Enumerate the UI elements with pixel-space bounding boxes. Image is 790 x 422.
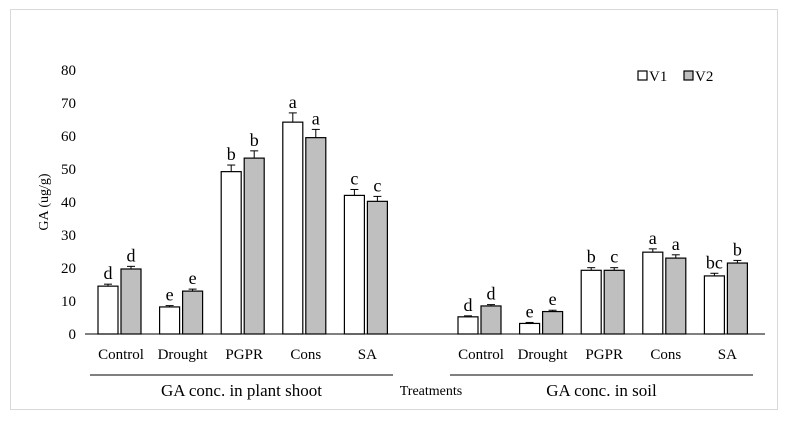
chart-frame (10, 9, 778, 410)
legend-swatch (683, 70, 694, 81)
significance-letter: b (227, 144, 236, 164)
bar (457, 316, 479, 335)
significance-letter: d (104, 263, 113, 283)
significance-letter: d (464, 295, 473, 315)
significance-letter: c (610, 247, 618, 267)
significance-letter: d (127, 245, 136, 265)
significance-letter: e (549, 289, 557, 309)
bar (282, 121, 304, 335)
legend-swatch (637, 70, 648, 81)
x-tick-label: Drought (158, 347, 209, 363)
significance-letter: a (649, 228, 657, 248)
y-tick-label: 30 (61, 228, 76, 244)
significance-letter: b (250, 130, 259, 150)
bar (703, 275, 726, 335)
bar (243, 157, 265, 335)
significance-letter: a (312, 108, 320, 128)
y-tick-label: 10 (61, 294, 76, 310)
bar (182, 290, 204, 335)
legend-label: V1 (649, 69, 667, 85)
y-axis-title: GA (ug/g) (37, 173, 52, 231)
bar (580, 269, 602, 335)
bar (642, 251, 664, 335)
x-tick-label: Drought (518, 347, 569, 363)
significance-letter: b (587, 247, 596, 267)
bar (541, 310, 564, 335)
x-tick-label: Control (98, 347, 144, 363)
bar (343, 194, 365, 335)
group-label: GA conc. in soil (546, 381, 657, 400)
group-label: GA conc. in plant shoot (161, 381, 322, 400)
bar (518, 322, 541, 335)
bar (97, 285, 119, 335)
bar (305, 137, 327, 335)
x-tick-label: Control (458, 347, 504, 363)
y-tick-label: 0 (69, 327, 77, 343)
y-tick-label: 20 (61, 261, 76, 277)
significance-letter: a (672, 234, 680, 254)
bar (366, 200, 388, 335)
significance-letter: b (733, 239, 742, 259)
significance-letter: e (526, 301, 534, 321)
x-tick-label: SA (358, 347, 377, 363)
significance-letter: c (350, 168, 358, 188)
significance-letter: bc (706, 252, 723, 272)
y-tick-label: 40 (61, 195, 76, 211)
bar (726, 262, 749, 335)
x-tick-label: Cons (650, 347, 681, 363)
y-tick-label: 50 (61, 162, 76, 178)
bar (120, 268, 142, 335)
y-tick-label: 60 (61, 129, 76, 145)
significance-letter: e (166, 285, 174, 305)
significance-letter: d (487, 284, 496, 304)
y-tick-label: 80 (61, 63, 76, 79)
significance-letter: e (189, 268, 197, 288)
significance-letter: c (373, 175, 381, 195)
bar (603, 269, 625, 335)
x-tick-label: SA (718, 347, 737, 363)
bar (665, 257, 687, 335)
bar (480, 305, 502, 335)
x-tick-label: PGPR (225, 347, 263, 363)
significance-letter: a (289, 92, 297, 112)
x-tick-label: Cons (290, 347, 321, 363)
x-axis-title: Treatments (400, 384, 462, 399)
y-tick-label: 70 (61, 96, 76, 112)
x-tick-label: PGPR (585, 347, 623, 363)
legend-label: V2 (695, 69, 713, 85)
bar (220, 171, 242, 335)
bar (159, 306, 181, 335)
